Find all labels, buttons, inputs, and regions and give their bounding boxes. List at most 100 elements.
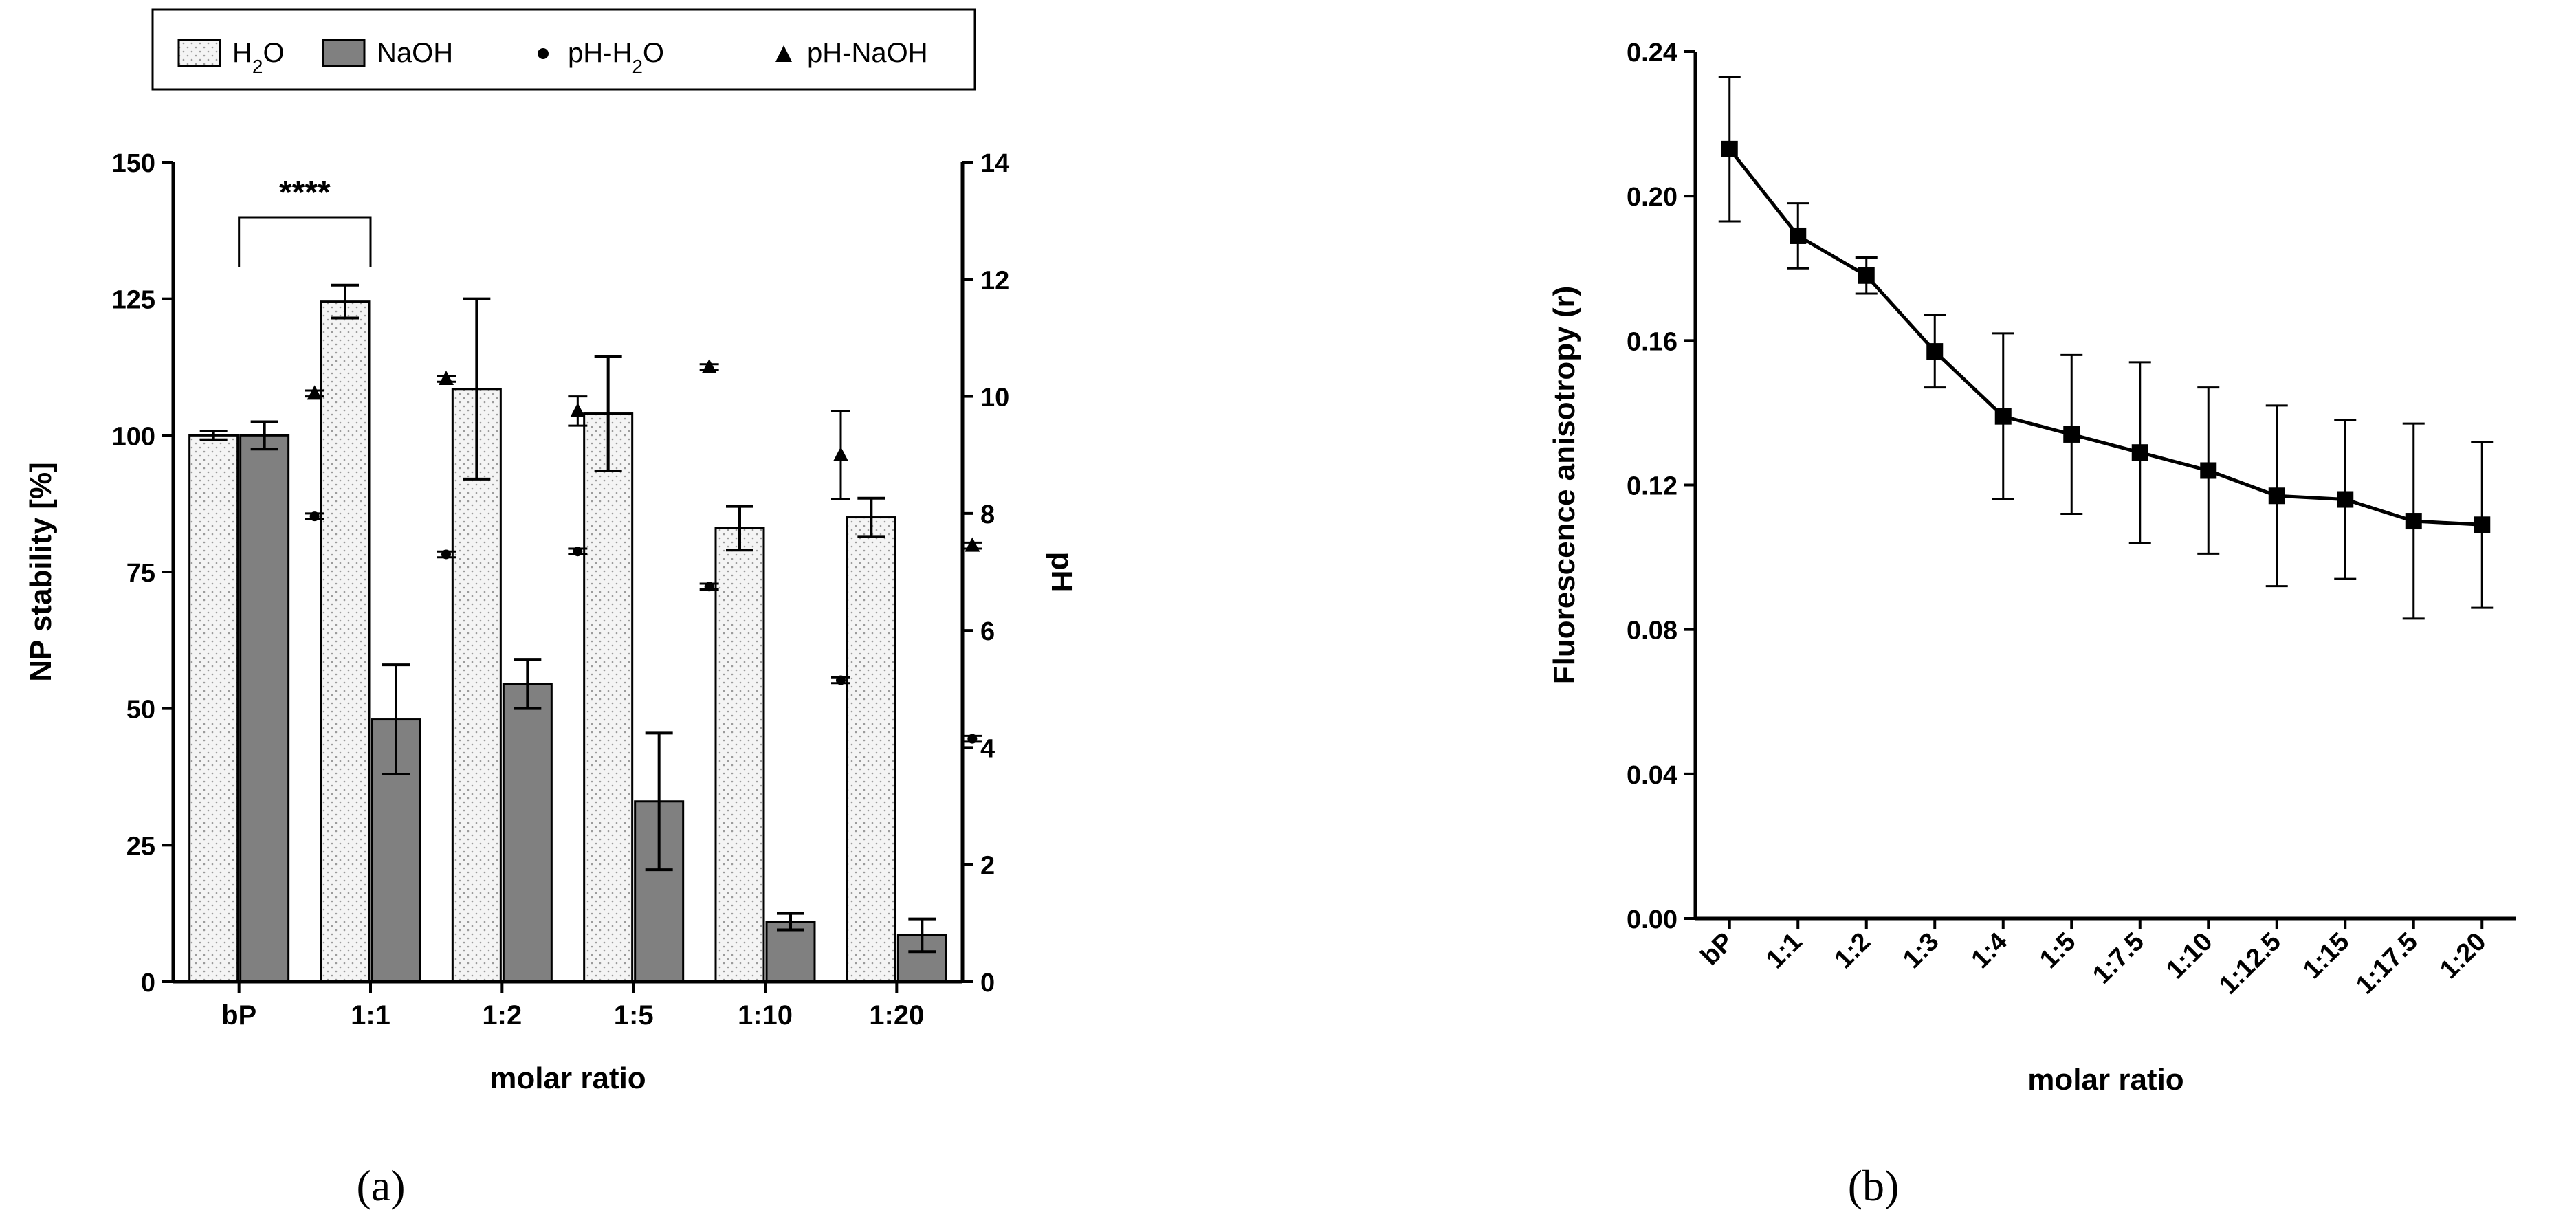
x-tick-label-b: 1:5 bbox=[2034, 927, 2082, 975]
y-tick-label-right: 14 bbox=[980, 149, 1009, 178]
point-anisotropy-10 bbox=[2405, 513, 2422, 530]
x-tick-label-b: 1:2 bbox=[1829, 927, 1877, 975]
y-axis-title-left: NP stability [%] bbox=[24, 462, 58, 681]
point-ph-naoh-5 bbox=[965, 537, 980, 552]
point-anisotropy-6 bbox=[2131, 444, 2148, 461]
legend: H2O NaOH pH-H2O pH-NaOH bbox=[151, 8, 976, 91]
legend-ph-naoh-marker bbox=[775, 45, 792, 62]
y-tick-label-b: 0.08 bbox=[1627, 617, 1677, 646]
x-tick-label-b: 1:3 bbox=[1897, 927, 1945, 975]
point-anisotropy-3 bbox=[1926, 343, 1944, 360]
markers-b bbox=[1721, 140, 2491, 534]
panel-b-caption: (b) bbox=[1848, 1161, 1900, 1210]
point-anisotropy-8 bbox=[2268, 487, 2285, 505]
x-tick-label-b: 1:15 bbox=[2298, 927, 2355, 984]
y-tick-label-left: 25 bbox=[126, 832, 155, 861]
point-anisotropy-0 bbox=[1721, 140, 1738, 157]
errorbar-h2o-0 bbox=[199, 429, 228, 441]
bar-h2o-4 bbox=[714, 527, 765, 983]
y-tick-label-b: 0.24 bbox=[1627, 38, 1677, 67]
bars bbox=[188, 283, 947, 983]
point-ph-naoh-4 bbox=[833, 446, 848, 461]
errorbar-naoh-0 bbox=[250, 420, 278, 451]
y-tick-label-b: 0.16 bbox=[1627, 327, 1677, 356]
panel-a-caption: (a) bbox=[356, 1161, 405, 1210]
x-tick-label: 1:1 bbox=[351, 1000, 390, 1031]
axes: 0 25 50 75 100 125 150 0 2 4 6 8 10 12 14 bP 1:1 1:2 1:5 1:… bbox=[24, 149, 1079, 1095]
point-ph-h2o-1 bbox=[441, 549, 451, 560]
x-axis-title-b: molar ratio bbox=[2027, 1063, 2183, 1097]
bar-h2o-0 bbox=[188, 434, 239, 983]
panel-b: 0.00 0.04 0.08 0.12 0.16 0.20 0.24 bP 1:1 1:2 1:3 1… bbox=[1548, 38, 2516, 1210]
point-ph-naoh-2 bbox=[570, 402, 586, 417]
errorbar-naoh-4 bbox=[777, 912, 804, 932]
bar-h2o-5 bbox=[846, 516, 896, 983]
x-tick-label-b: 1:4 bbox=[1966, 927, 2014, 975]
x-tick-label-b: 1:17.5 bbox=[2351, 927, 2423, 1000]
y-axis-title-b: Fluorescence anisotropy (r) bbox=[1548, 286, 1581, 684]
errorbar-h2o-3 bbox=[594, 355, 622, 472]
point-anisotropy-7 bbox=[2200, 462, 2217, 479]
x-tick-label: 1:2 bbox=[482, 1000, 522, 1031]
point-anisotropy-4 bbox=[1994, 408, 2012, 425]
y-tick-label-left: 125 bbox=[112, 286, 155, 315]
bar-naoh-0 bbox=[239, 434, 290, 983]
y-tick-label-right: 12 bbox=[980, 266, 1009, 295]
y-tick-label-left: 75 bbox=[126, 559, 155, 588]
legend-naoh-label: NaOH bbox=[377, 38, 453, 68]
y-tick-label-right: 10 bbox=[980, 384, 1009, 412]
errorbar-h2o-1 bbox=[331, 283, 359, 320]
point-ph-h2o-2 bbox=[573, 547, 583, 557]
bar-h2o-1 bbox=[320, 300, 371, 983]
y-tick-label-b: 0.12 bbox=[1627, 472, 1677, 501]
errorbar-naoh-1 bbox=[382, 663, 410, 776]
point-anisotropy-11 bbox=[2474, 516, 2491, 534]
legend-ph-naoh-label: pH-NaOH bbox=[807, 38, 928, 68]
legend-ph-h2o-marker bbox=[538, 48, 549, 59]
y-axis-title-right: pH bbox=[1045, 552, 1079, 593]
significance-stars: **** bbox=[279, 175, 331, 211]
legend-ph-h2o-label: pH-H2O bbox=[568, 38, 664, 77]
y-tick-label-right: 2 bbox=[980, 852, 995, 881]
legend-h2o-swatch bbox=[177, 38, 221, 67]
errorbar-naoh-3 bbox=[645, 732, 673, 872]
significance-bracket: **** bbox=[238, 175, 372, 267]
y-tick-label-left: 100 bbox=[112, 422, 155, 451]
x-tick-label: 1:10 bbox=[738, 1000, 793, 1031]
point-ph-h2o-3 bbox=[704, 582, 714, 592]
x-tick-label: bP bbox=[221, 1000, 256, 1031]
errorbars-b bbox=[1718, 76, 2494, 620]
point-anisotropy-5 bbox=[2063, 426, 2080, 443]
bracket-line bbox=[238, 216, 372, 267]
x-axis-title: molar ratio bbox=[489, 1062, 646, 1095]
y-tick-label-b: 0.00 bbox=[1627, 905, 1677, 934]
axes-b: 0.00 0.04 0.08 0.12 0.16 0.20 0.24 bP 1:1 1:2 1:3 1… bbox=[1548, 38, 2516, 1097]
errorbar-naoh-5 bbox=[908, 917, 936, 954]
errorbar-h2o-5 bbox=[857, 496, 885, 538]
x-tick-label: 1:20 bbox=[869, 1000, 924, 1031]
x-tick-label-b: bP bbox=[1695, 927, 1739, 971]
point-ph-naoh-1 bbox=[439, 371, 454, 386]
x-tick-label: 1:5 bbox=[614, 1000, 654, 1031]
y-tick-label-left: 50 bbox=[126, 696, 155, 725]
legend-h2o-label: H2O bbox=[232, 38, 285, 77]
point-anisotropy-2 bbox=[1858, 267, 1875, 284]
bar-h2o-3 bbox=[583, 412, 634, 983]
x-tick-label-b: 1:12.5 bbox=[2214, 927, 2287, 1000]
ph-points bbox=[305, 359, 982, 744]
bar-naoh-2 bbox=[502, 683, 553, 983]
errorbar-h2o-4 bbox=[726, 505, 753, 552]
point-ph-h2o-0 bbox=[309, 512, 320, 522]
x-tick-label-b: 1:10 bbox=[2161, 927, 2218, 984]
errorbar-h2o-2 bbox=[463, 297, 491, 481]
legend-box bbox=[151, 8, 976, 91]
y-tick-label-right: 0 bbox=[980, 969, 995, 998]
y-tick-label-left: 0 bbox=[141, 969, 155, 998]
point-ph-h2o-5 bbox=[967, 734, 978, 744]
y-tick-label-right: 4 bbox=[980, 734, 995, 763]
x-tick-label-b: 1:1 bbox=[1761, 927, 1808, 975]
legend-naoh-swatch bbox=[322, 38, 366, 67]
y-tick-label-b: 0.04 bbox=[1627, 761, 1677, 790]
point-anisotropy-9 bbox=[2337, 491, 2354, 508]
series-line-anisotropy bbox=[1728, 148, 2483, 527]
